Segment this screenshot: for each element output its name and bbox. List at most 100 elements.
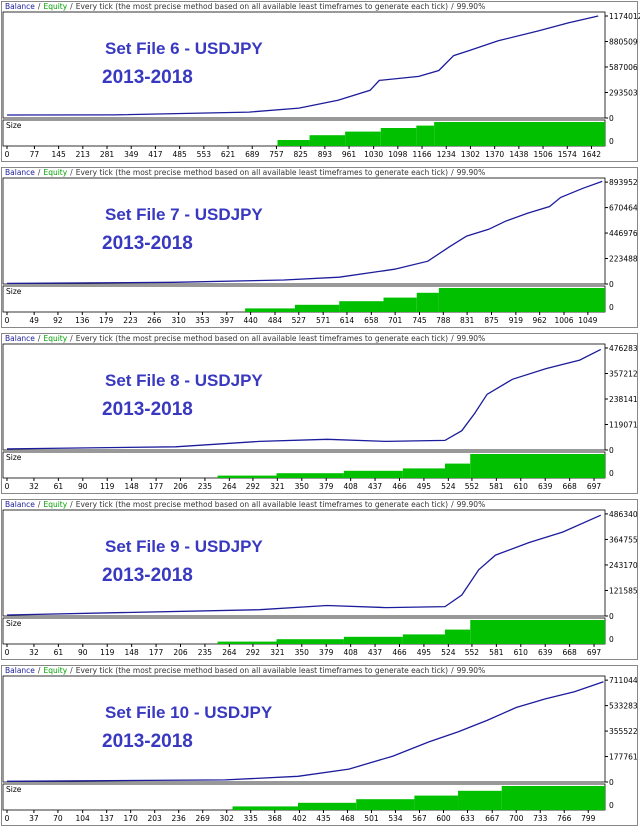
x-tick-label: 440 <box>243 316 258 325</box>
size-label: Size <box>6 785 22 794</box>
x-tick-label: 658 <box>364 316 379 325</box>
y-tick-label: 293503 <box>609 88 638 97</box>
x-tick-label: 136 <box>75 316 90 325</box>
y-tick-label: 364755 <box>609 535 638 544</box>
y-tick-label: 121585 <box>609 586 638 595</box>
x-tick-label: 552 <box>465 482 480 491</box>
x-tick-label: 668 <box>562 648 577 657</box>
header-part: Balance <box>5 666 35 675</box>
x-tick-label: 485 <box>172 150 187 159</box>
y-tick-label: 0 <box>609 280 614 289</box>
size-bar <box>344 471 403 478</box>
header-part: Equity <box>43 500 67 509</box>
size-bar <box>245 308 295 312</box>
y-tick-label: 880509 <box>609 37 638 46</box>
x-tick-label: 90 <box>78 648 88 657</box>
x-tick-label: 524 <box>441 648 456 657</box>
y-tick-label: 533283 <box>609 702 638 711</box>
x-tick-label: 581 <box>489 648 504 657</box>
size-bar <box>381 128 417 146</box>
size-bar <box>470 620 605 644</box>
x-tick-label: 379 <box>319 482 334 491</box>
x-tick-label: 1370 <box>485 150 504 159</box>
x-tick-label: 600 <box>436 814 451 823</box>
size-tick-label: 0 <box>609 801 614 810</box>
x-tick-label: 466 <box>392 648 407 657</box>
x-tick-label: 353 <box>195 316 210 325</box>
x-tick-label: 281 <box>100 150 115 159</box>
x-tick-label: 0 <box>5 482 10 491</box>
x-tick-label: 962 <box>532 316 547 325</box>
x-tick-label: 437 <box>368 648 383 657</box>
size-bar <box>445 630 470 644</box>
x-tick-label: 1049 <box>578 316 597 325</box>
chart-panel: Balance/Equity/Every tick (the most prec… <box>2 666 638 826</box>
x-tick-label: 524 <box>441 482 456 491</box>
x-tick-label: 77 <box>30 150 40 159</box>
x-tick-label: 350 <box>295 648 310 657</box>
x-tick-label: 831 <box>460 316 475 325</box>
x-tick-label: 349 <box>124 150 139 159</box>
x-tick-label: 310 <box>171 316 186 325</box>
x-tick-label: 1506 <box>534 150 553 159</box>
x-tick-label: 235 <box>198 482 213 491</box>
annotation-title: Set File 8 - USDJPY <box>105 371 263 390</box>
x-tick-label: 567 <box>412 814 427 823</box>
header-part: 99.90% <box>457 334 486 343</box>
x-tick-label: 264 <box>222 482 237 491</box>
x-tick-label: 302 <box>220 814 235 823</box>
x-tick-label: 292 <box>246 482 261 491</box>
x-tick-label: 1006 <box>554 316 573 325</box>
x-tick-label: 179 <box>99 316 114 325</box>
x-tick-label: 119 <box>100 648 115 657</box>
size-label: Size <box>6 121 22 130</box>
annotation-subtitle: 2013-2018 <box>102 399 193 420</box>
header-part: Every tick (the most precise method base… <box>76 2 448 11</box>
x-tick-label: 639 <box>538 648 553 657</box>
chart-panel: Balance/Equity/Every tick (the most prec… <box>2 168 638 328</box>
x-tick-label: 0 <box>5 648 10 657</box>
plot-frame <box>3 344 605 450</box>
x-tick-label: 733 <box>533 814 548 823</box>
x-tick-label: 875 <box>484 316 499 325</box>
y-tick-label: 0 <box>609 446 614 455</box>
y-tick-label: 0 <box>609 778 614 787</box>
header-part: Equity <box>43 168 67 177</box>
y-tick-label: 476283 <box>609 344 638 353</box>
x-tick-label: 1642 <box>582 150 601 159</box>
chart-panel: Balance/Equity/Every tick (the most prec… <box>2 500 638 660</box>
size-bar <box>502 786 605 810</box>
header-part: Equity <box>43 2 67 11</box>
x-tick-label: 379 <box>319 648 334 657</box>
header-part: Every tick (the most precise method base… <box>76 666 448 675</box>
x-tick-label: 417 <box>148 150 163 159</box>
x-tick-label: 32 <box>29 648 39 657</box>
annotation-title: Set File 7 - USDJPY <box>105 205 263 224</box>
annotation-title: Set File 6 - USDJPY <box>105 39 263 58</box>
size-bar <box>445 464 470 478</box>
x-tick-label: 501 <box>364 814 379 823</box>
y-tick-label: 893952 <box>609 178 638 187</box>
x-tick-label: 1438 <box>509 150 528 159</box>
x-tick-label: 788 <box>436 316 451 325</box>
x-tick-label: 700 <box>509 814 524 823</box>
x-tick-label: 435 <box>316 814 331 823</box>
chart-header: Balance/Equity/Every tick (the most prec… <box>5 500 485 509</box>
x-tick-label: 350 <box>295 482 310 491</box>
y-tick-label: 0 <box>609 612 614 621</box>
x-tick-label: 0 <box>5 150 10 159</box>
size-bar <box>277 639 344 644</box>
x-tick-label: 137 <box>100 814 115 823</box>
x-tick-label: 766 <box>557 814 572 823</box>
annotation-subtitle: 2013-2018 <box>102 233 193 254</box>
x-tick-label: 667 <box>485 814 500 823</box>
x-tick-label: 203 <box>148 814 163 823</box>
x-tick-label: 614 <box>340 316 355 325</box>
x-tick-label: 697 <box>587 482 602 491</box>
size-tick-label: 0 <box>609 635 614 644</box>
x-tick-label: 223 <box>123 316 138 325</box>
chart-header: Balance/Equity/Every tick (the most prec… <box>5 666 485 675</box>
x-tick-label: 553 <box>197 150 212 159</box>
size-bar <box>403 634 445 644</box>
